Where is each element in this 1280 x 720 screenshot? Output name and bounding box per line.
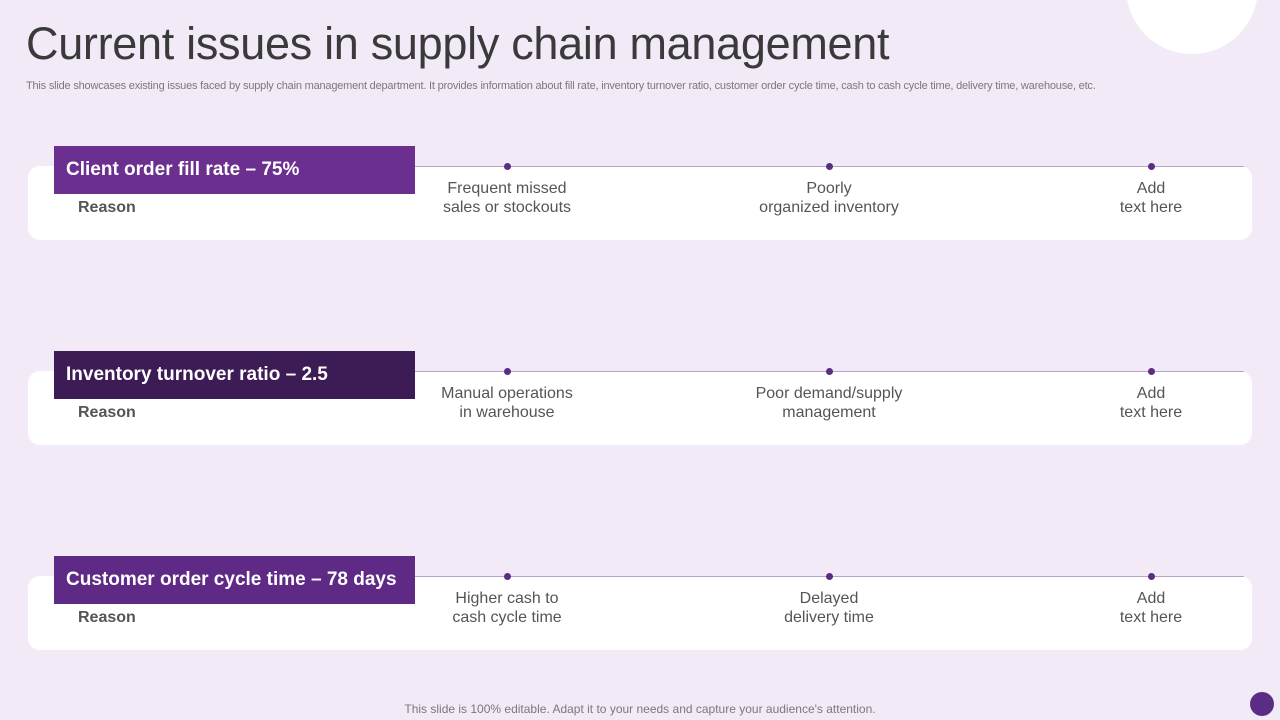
issue-row-cycle-time: Customer order cycle time – 78 days Reas… <box>28 556 1252 666</box>
reason-line: delivery time <box>784 609 874 626</box>
reason-line: Poorly <box>806 180 852 197</box>
row-heading: Inventory turnover ratio – 2.5 <box>54 351 415 399</box>
reason-line: Add <box>1136 385 1166 402</box>
timeline-dot <box>504 163 511 170</box>
reason-label: Reason <box>78 609 136 626</box>
timeline-dot <box>504 573 511 580</box>
reason-line: in warehouse <box>459 404 555 421</box>
reason-line: Higher cash to <box>455 590 559 607</box>
reason-line: Frequent missed <box>447 180 567 197</box>
reason-line: text here <box>1119 404 1183 421</box>
reason-line: Poor demand/supply <box>755 385 903 402</box>
timeline-dot <box>1148 573 1155 580</box>
issue-row-turnover-ratio: Inventory turnover ratio – 2.5 Reason Ma… <box>28 351 1252 461</box>
decorative-circle <box>1126 0 1258 54</box>
reason-line: Add <box>1136 180 1166 197</box>
reason-item: Manual operations in warehouse <box>407 384 607 422</box>
reason-line: cash cycle time <box>452 609 562 626</box>
reason-label: Reason <box>78 404 136 421</box>
row-heading: Client order fill rate – 75% <box>54 146 415 194</box>
reason-label: Reason <box>78 199 136 216</box>
timeline-dot <box>826 573 833 580</box>
reason-line: text here <box>1119 199 1183 216</box>
timeline-dot <box>1148 163 1155 170</box>
footer-note: This slide is 100% editable. Adapt it to… <box>404 702 876 716</box>
page-title: Current issues in supply chain managemen… <box>26 18 890 69</box>
reason-item: Higher cash to cash cycle time <box>407 589 607 627</box>
reason-line: management <box>782 404 876 421</box>
reason-line: sales or stockouts <box>442 199 572 216</box>
reason-item: Delayed delivery time <box>729 589 929 627</box>
timeline-dot <box>826 163 833 170</box>
issue-row-fill-rate: Client order fill rate – 75% Reason Freq… <box>28 146 1252 256</box>
reason-item: Poorly organized inventory <box>729 179 929 217</box>
reason-item: Add text here <box>1051 589 1251 627</box>
reason-line: organized inventory <box>759 199 899 216</box>
reason-item: Poor demand/supply management <box>729 384 929 422</box>
reason-line: text here <box>1119 609 1183 626</box>
reason-item: Add text here <box>1051 179 1251 217</box>
reason-line: Add <box>1136 590 1166 607</box>
reason-line: Delayed <box>799 590 859 607</box>
reason-item: Add text here <box>1051 384 1251 422</box>
row-heading: Customer order cycle time – 78 days <box>54 556 415 604</box>
corner-decoration <box>1250 692 1274 716</box>
page-subtitle: This slide showcases existing issues fac… <box>26 80 1096 92</box>
timeline-dot <box>1148 368 1155 375</box>
reason-item: Frequent missed sales or stockouts <box>407 179 607 217</box>
timeline-dot <box>826 368 833 375</box>
reason-line: Manual operations <box>441 385 573 402</box>
timeline-dot <box>504 368 511 375</box>
